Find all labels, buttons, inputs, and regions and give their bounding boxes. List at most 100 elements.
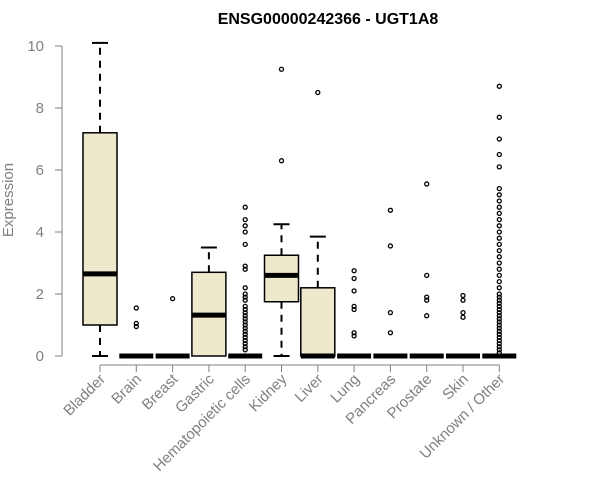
outlier-point [387, 243, 394, 249]
outlier-point [242, 297, 248, 303]
box-brain [119, 305, 154, 359]
outlier-point [242, 303, 248, 310]
outlier-point [242, 340, 248, 347]
box-unknown-other [482, 83, 517, 359]
outlier-point [496, 337, 502, 344]
outlier-point [496, 303, 502, 310]
outlier-point [424, 313, 430, 319]
outlier-point [351, 306, 357, 313]
outlier-point [496, 350, 502, 356]
outlier-point [496, 151, 502, 158]
outlier-point [496, 235, 502, 241]
outlier-point [242, 316, 248, 322]
outlier-point [424, 297, 430, 303]
outlier-point [242, 306, 248, 313]
outlier-point [496, 254, 502, 260]
outlier-point [242, 263, 248, 269]
outlier-point [496, 309, 502, 316]
outlier-point [496, 340, 502, 347]
y-axis: 0 2 4 6 8 10 [27, 38, 63, 365]
box-iqr [82, 132, 118, 326]
outlier-point [242, 328, 248, 334]
outlier-point [496, 192, 502, 198]
outlier-point [133, 320, 139, 327]
outlier-point [496, 325, 502, 331]
outlier-point [496, 278, 502, 285]
outlier-point [496, 266, 502, 272]
outlier-point [278, 66, 285, 72]
outlier-point [133, 323, 139, 330]
outlier-point [351, 303, 357, 310]
outlier-point [242, 325, 248, 331]
x-tick-label: Kidney [246, 370, 291, 415]
outlier-point [496, 83, 502, 89]
box-bladder [82, 41, 118, 357]
outlier-point [496, 285, 502, 291]
outlier-point [496, 294, 502, 300]
boxes [82, 41, 517, 359]
outlier-point [496, 291, 502, 297]
outlier-point [351, 275, 357, 282]
outlier-point [242, 313, 248, 319]
outlier-point [242, 223, 248, 229]
outlier-point [242, 266, 248, 272]
outlier-point [242, 322, 248, 328]
outlier-point [460, 297, 466, 303]
outlier-point [496, 328, 502, 334]
outlier-point [496, 344, 502, 350]
outlier-point [351, 333, 357, 339]
y-tick-label: 10 [27, 38, 44, 55]
box-prostate [409, 181, 444, 359]
outlier-point [496, 136, 502, 142]
outlier-point [496, 241, 502, 248]
box-breast [155, 295, 190, 359]
chart-title: ENSG00000242366 - UGT1A8 [218, 11, 439, 28]
outlier-point [242, 204, 248, 210]
box-gastric [191, 246, 227, 357]
outlier-point [496, 306, 502, 313]
outlier-point [496, 247, 502, 254]
outlier-point [351, 288, 357, 294]
outlier-point [242, 241, 248, 248]
outlier-point [242, 229, 248, 235]
outlier-point [242, 285, 248, 291]
outlier-point [242, 331, 248, 337]
box-skin [446, 292, 480, 359]
outlier-point [351, 330, 357, 336]
outlier-point [242, 337, 248, 344]
outlier-point [496, 204, 502, 210]
outlier-point [133, 305, 139, 311]
box-iqr [300, 287, 336, 357]
outlier-point [460, 309, 466, 316]
outlier-point [278, 158, 285, 164]
outlier-point [242, 347, 248, 353]
y-tick-label: 8 [36, 100, 44, 117]
box-kidney [263, 66, 300, 357]
outlier-point [460, 314, 466, 320]
outlier-point [496, 331, 502, 337]
box-lung [337, 268, 372, 359]
outlier-point [387, 207, 394, 213]
outlier-point [496, 164, 502, 170]
outlier-point [496, 322, 502, 328]
y-tick-label: 4 [36, 224, 44, 241]
outlier-point [496, 313, 502, 319]
outlier-point [496, 185, 502, 192]
outlier-point [496, 300, 502, 306]
outlier-point [496, 316, 502, 322]
y-tick-label: 0 [36, 348, 44, 365]
y-tick-label: 2 [36, 286, 44, 303]
outlier-point [242, 294, 248, 300]
outlier-point [242, 334, 248, 341]
outlier-point [496, 114, 502, 120]
outlier-point [496, 229, 502, 235]
outlier-point [169, 295, 176, 302]
outlier-point [496, 319, 502, 325]
outlier-point [496, 272, 502, 279]
x-tick-label: Bladder [60, 371, 109, 420]
outlier-point [496, 260, 502, 266]
outlier-point [424, 272, 430, 279]
x-tick-label: Liver [292, 371, 327, 406]
